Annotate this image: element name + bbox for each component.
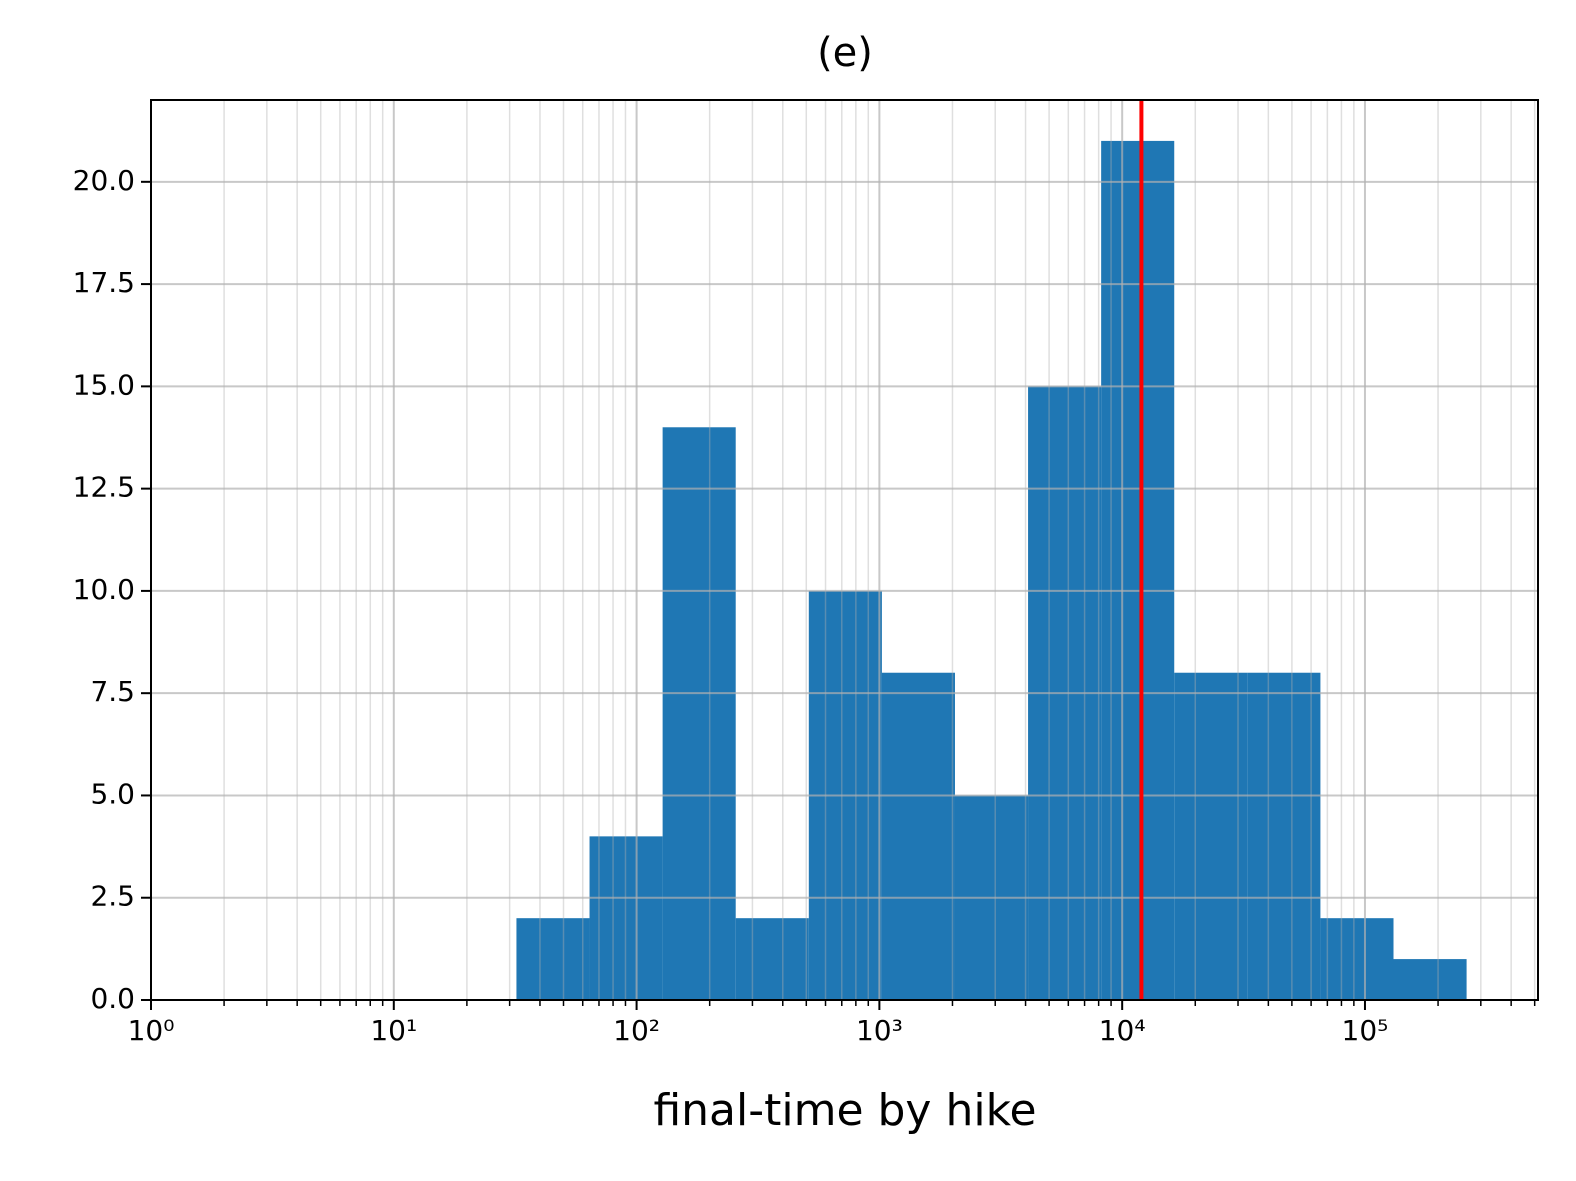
x-tick-label: 10² bbox=[613, 1014, 660, 1047]
bar bbox=[1393, 959, 1467, 1000]
chart-title: (e) bbox=[817, 30, 873, 76]
y-tick-label: 0.0 bbox=[90, 982, 135, 1015]
y-tick-label: 12.5 bbox=[73, 471, 135, 504]
y-tick-label: 15.0 bbox=[73, 368, 135, 401]
y-tick-label: 10.0 bbox=[73, 573, 135, 606]
y-tick-label: 7.5 bbox=[90, 675, 135, 708]
y-tick-label: 2.5 bbox=[90, 880, 135, 913]
bar bbox=[1320, 918, 1394, 1000]
bar bbox=[516, 918, 590, 1000]
bar bbox=[1101, 140, 1175, 1001]
bar bbox=[1247, 672, 1321, 1000]
x-tick-label: 10⁵ bbox=[1342, 1014, 1389, 1047]
x-tick-label: 10³ bbox=[856, 1014, 903, 1047]
bar bbox=[735, 918, 809, 1000]
x-tick-label: 10¹ bbox=[370, 1014, 417, 1047]
bar bbox=[662, 427, 736, 1001]
x-tick-label: 10⁴ bbox=[1099, 1014, 1146, 1047]
bar bbox=[589, 836, 663, 1000]
y-tick-label: 17.5 bbox=[73, 266, 135, 299]
x-axis-label: final-time by hike bbox=[653, 1085, 1036, 1136]
bar bbox=[1174, 672, 1248, 1000]
bar bbox=[881, 672, 955, 1000]
y-tick-label: 5.0 bbox=[90, 777, 135, 810]
y-tick-label: 20.0 bbox=[73, 164, 135, 197]
plot-frame bbox=[150, 99, 1539, 1001]
x-tick-label: 10⁰ bbox=[128, 1014, 175, 1047]
